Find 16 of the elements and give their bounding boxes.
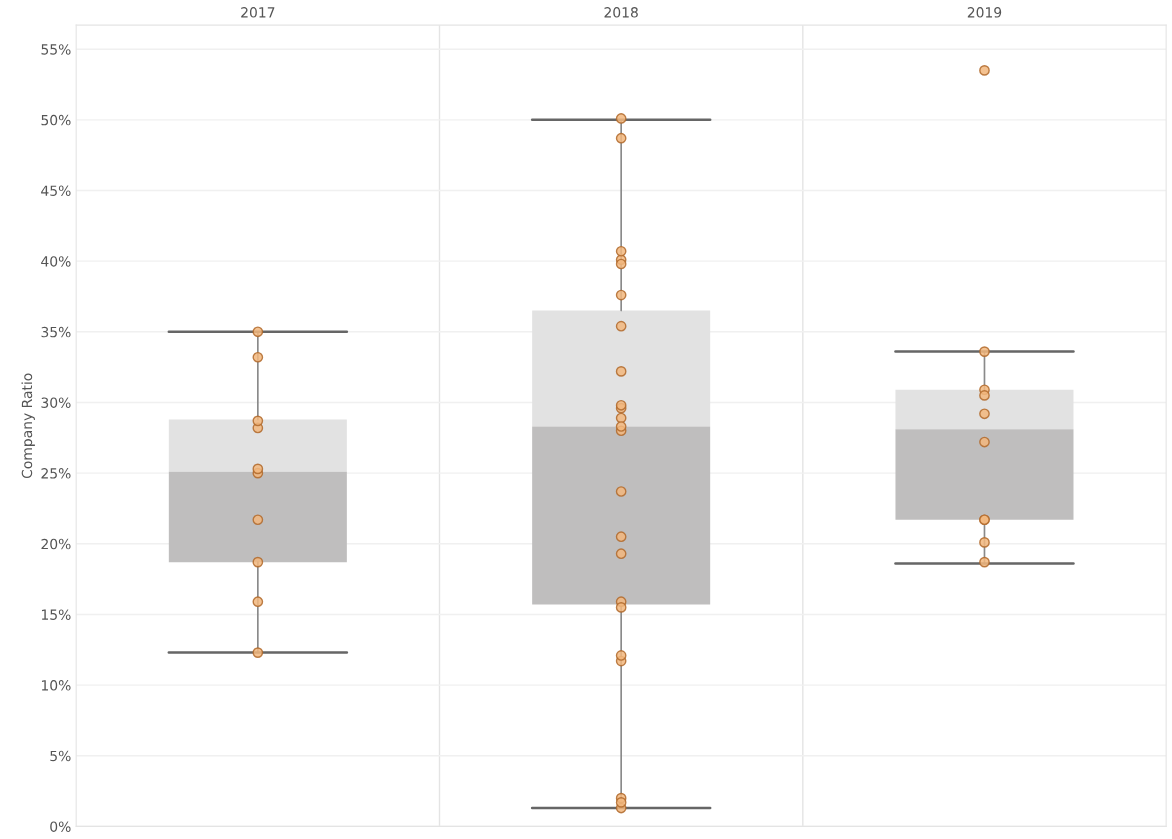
x-tick-label: 2018 [604,7,638,18]
y-tick-label: 45% [41,185,71,196]
y-tick-label: 40% [41,256,71,267]
y-tick-label: 10% [41,680,71,691]
x-tick-label: 2019 [967,7,1002,18]
y-tick-label: 30% [41,397,71,408]
y-tick-label: 50% [41,114,71,126]
y-tick-label: 0% [50,821,71,832]
y-tick-label: 55% [41,44,71,55]
y-axis-title: Company Ratio [21,373,35,479]
y-tick-label: 15% [41,609,71,620]
y-tick-label: 5% [50,750,71,762]
y-tick-label: 25% [41,468,71,479]
x-tick-label: 2017 [241,7,275,18]
y-tick-label: 35% [41,326,71,338]
y-tick-label: 20% [41,538,71,550]
